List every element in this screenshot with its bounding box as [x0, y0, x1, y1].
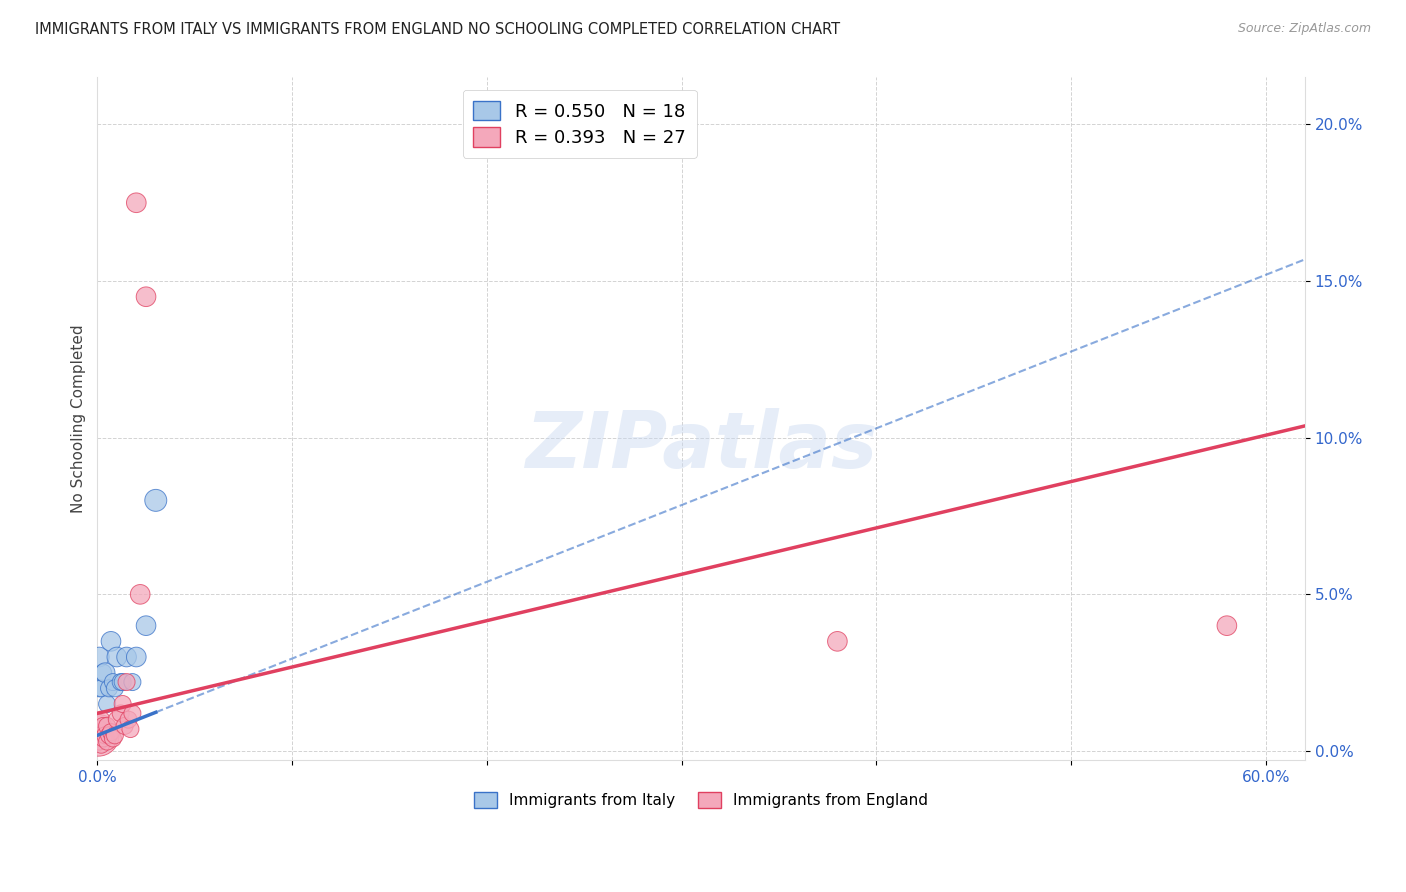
- Point: [96, 719, 118, 733]
- Point: [111, 675, 134, 690]
- Point: [98, 728, 121, 742]
- Legend: Immigrants from Italy, Immigrants from England: Immigrants from Italy, Immigrants from E…: [468, 786, 935, 814]
- Point: [105, 713, 128, 727]
- Point: [89, 734, 111, 748]
- Point: [96, 734, 118, 748]
- Point: [90, 681, 112, 696]
- Point: [135, 290, 157, 304]
- Point: [110, 675, 132, 690]
- Point: [87, 728, 110, 742]
- Point: [98, 681, 121, 696]
- Point: [91, 731, 114, 746]
- Point: [91, 665, 114, 680]
- Point: [101, 731, 124, 746]
- Point: [145, 493, 167, 508]
- Point: [125, 650, 148, 665]
- Point: [121, 706, 143, 721]
- Point: [101, 675, 124, 690]
- Point: [100, 725, 122, 739]
- Point: [100, 634, 122, 648]
- Point: [89, 650, 111, 665]
- Point: [121, 675, 143, 690]
- Point: [129, 587, 152, 601]
- Point: [104, 728, 127, 742]
- Point: [135, 618, 157, 632]
- Point: [1216, 618, 1239, 632]
- Point: [110, 706, 132, 721]
- Point: [115, 650, 138, 665]
- Point: [115, 675, 138, 690]
- Y-axis label: No Schooling Completed: No Schooling Completed: [72, 325, 86, 513]
- Point: [111, 697, 134, 711]
- Point: [827, 634, 849, 648]
- Text: Source: ZipAtlas.com: Source: ZipAtlas.com: [1237, 22, 1371, 36]
- Point: [120, 722, 142, 736]
- Point: [94, 728, 117, 742]
- Text: IMMIGRANTS FROM ITALY VS IMMIGRANTS FROM ENGLAND NO SCHOOLING COMPLETED CORRELAT: IMMIGRANTS FROM ITALY VS IMMIGRANTS FROM…: [35, 22, 841, 37]
- Point: [90, 713, 112, 727]
- Point: [96, 697, 118, 711]
- Point: [89, 681, 111, 696]
- Point: [94, 665, 117, 680]
- Point: [104, 681, 127, 696]
- Point: [114, 719, 136, 733]
- Point: [90, 738, 112, 752]
- Point: [91, 719, 114, 733]
- Point: [89, 722, 111, 736]
- Point: [117, 713, 139, 727]
- Point: [105, 650, 128, 665]
- Point: [125, 195, 148, 210]
- Text: ZIPatlas: ZIPatlas: [524, 409, 877, 484]
